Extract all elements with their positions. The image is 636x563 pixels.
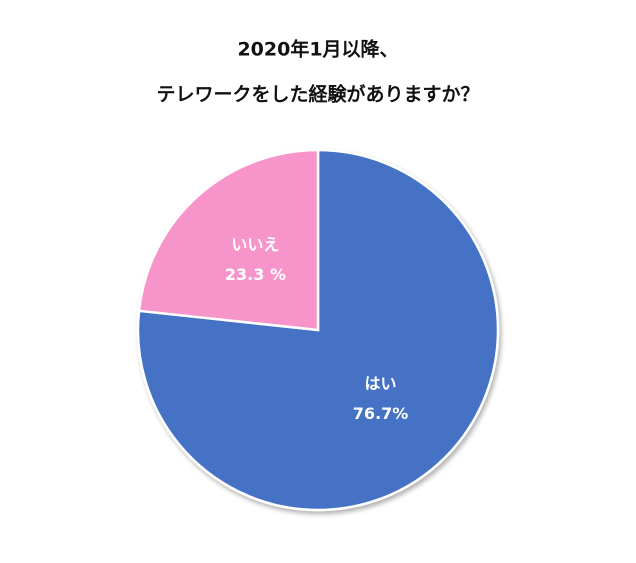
slice-category: いいえ <box>231 235 279 254</box>
slice-value-label: 23.3 % <box>225 265 286 284</box>
chart-title: 2020年1月以降、 <box>237 38 398 61</box>
pie-slice <box>137 148 320 332</box>
pie <box>136 148 500 512</box>
pie-slice <box>136 148 500 512</box>
chart-title: テレワークをした経験がありますか？ <box>156 83 479 106</box>
slice-category: はい <box>365 374 397 393</box>
slice-value-label: 76.7% <box>353 404 409 423</box>
